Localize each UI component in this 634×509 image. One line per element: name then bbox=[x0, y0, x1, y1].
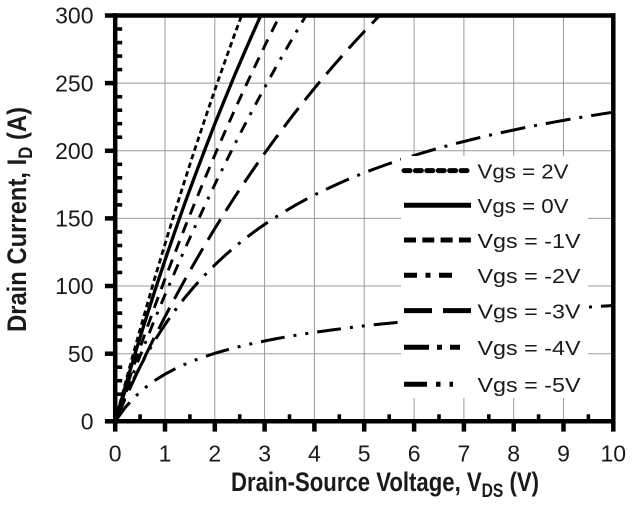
svg-text:Vgs = -2V: Vgs = -2V bbox=[478, 265, 581, 288]
svg-text:200: 200 bbox=[55, 138, 93, 164]
svg-text:150: 150 bbox=[55, 206, 93, 232]
svg-text:Vgs = -5V: Vgs = -5V bbox=[478, 374, 581, 397]
svg-text:Vgs = -1V: Vgs = -1V bbox=[478, 230, 581, 253]
svg-text:0: 0 bbox=[109, 441, 122, 467]
svg-text:2: 2 bbox=[208, 441, 221, 467]
svg-text:5: 5 bbox=[358, 441, 371, 467]
svg-text:100: 100 bbox=[55, 273, 93, 299]
svg-text:1: 1 bbox=[159, 441, 172, 467]
svg-text:Vgs = -3V: Vgs = -3V bbox=[478, 300, 581, 323]
svg-text:8: 8 bbox=[507, 441, 520, 467]
svg-text:Vgs = -4V: Vgs = -4V bbox=[478, 337, 581, 360]
svg-text:Drain Current, ID (A): Drain Current, ID (A) bbox=[2, 107, 37, 332]
svg-text:50: 50 bbox=[68, 341, 94, 367]
svg-text:6: 6 bbox=[408, 441, 421, 467]
svg-text:7: 7 bbox=[458, 441, 471, 467]
svg-text:4: 4 bbox=[308, 441, 321, 467]
svg-text:300: 300 bbox=[55, 3, 93, 29]
svg-text:0: 0 bbox=[81, 409, 94, 435]
svg-text:Vgs = 0V: Vgs = 0V bbox=[478, 195, 569, 218]
svg-text:Vgs = 2V: Vgs = 2V bbox=[478, 160, 569, 183]
svg-text:250: 250 bbox=[55, 70, 93, 96]
svg-text:10: 10 bbox=[601, 441, 627, 467]
svg-text:3: 3 bbox=[258, 441, 271, 467]
svg-text:9: 9 bbox=[557, 441, 570, 467]
